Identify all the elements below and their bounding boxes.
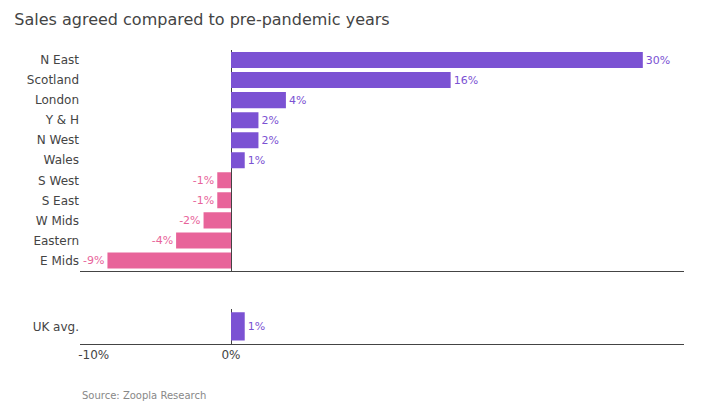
svg-text:-2%: -2% <box>179 214 200 227</box>
svg-text:N West: N West <box>37 133 80 147</box>
svg-text:E Mids: E Mids <box>40 254 79 268</box>
svg-text:Scotland: Scotland <box>27 73 79 87</box>
svg-text:Source: Zoopla Research: Source: Zoopla Research <box>82 390 206 401</box>
svg-text:16%: 16% <box>454 74 478 87</box>
svg-text:0%: 0% <box>221 348 240 362</box>
svg-text:UK avg.: UK avg. <box>33 320 79 334</box>
svg-text:-1%: -1% <box>193 194 214 207</box>
svg-text:1%: 1% <box>248 154 265 167</box>
svg-text:N East: N East <box>40 53 79 67</box>
svg-text:2%: 2% <box>261 114 278 127</box>
svg-text:Y & H: Y & H <box>45 113 79 127</box>
svg-text:Sales agreed compared to pre-p: Sales agreed compared to pre-pandemic ye… <box>14 10 389 29</box>
svg-text:London: London <box>35 93 79 107</box>
svg-text:-10%: -10% <box>78 348 109 362</box>
svg-text:-9%: -9% <box>83 254 104 267</box>
svg-text:Wales: Wales <box>44 153 79 167</box>
svg-text:30%: 30% <box>646 54 670 67</box>
svg-text:S West: S West <box>38 174 79 188</box>
svg-text:-1%: -1% <box>193 174 214 187</box>
svg-text:-4%: -4% <box>152 234 173 247</box>
svg-text:W Mids: W Mids <box>36 214 79 228</box>
svg-text:S East: S East <box>42 194 80 208</box>
svg-text:Eastern: Eastern <box>33 234 79 248</box>
svg-text:2%: 2% <box>261 134 278 147</box>
svg-text:1%: 1% <box>248 320 265 333</box>
svg-text:4%: 4% <box>289 94 306 107</box>
